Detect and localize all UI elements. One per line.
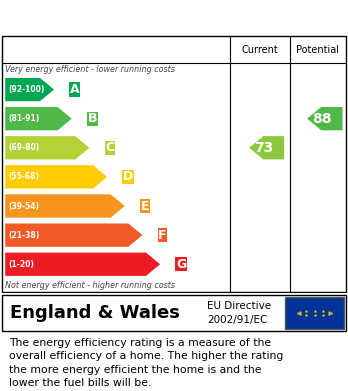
Text: England & Wales: England & Wales: [10, 304, 180, 322]
Text: Not energy efficient - higher running costs: Not energy efficient - higher running co…: [5, 281, 175, 290]
FancyArrow shape: [5, 107, 72, 130]
Text: (55-68): (55-68): [8, 172, 39, 181]
Text: Energy Efficiency Rating: Energy Efficiency Rating: [9, 10, 219, 25]
FancyArrow shape: [5, 78, 54, 101]
Text: Very energy efficient - lower running costs: Very energy efficient - lower running co…: [5, 65, 175, 74]
Text: (21-38): (21-38): [8, 231, 39, 240]
Text: 73: 73: [254, 141, 274, 155]
FancyArrow shape: [5, 224, 142, 247]
Bar: [285, 297, 344, 329]
Text: C: C: [105, 141, 114, 154]
FancyArrow shape: [5, 165, 107, 188]
Text: 88: 88: [312, 112, 332, 126]
FancyArrow shape: [249, 136, 284, 160]
Text: (39-54): (39-54): [8, 201, 39, 210]
Text: (92-100): (92-100): [8, 85, 45, 94]
FancyArrow shape: [5, 194, 125, 218]
FancyArrow shape: [5, 253, 160, 276]
Text: F: F: [158, 229, 167, 242]
Text: (1-20): (1-20): [8, 260, 34, 269]
Text: EU Directive
2002/91/EC: EU Directive 2002/91/EC: [207, 301, 271, 325]
FancyArrow shape: [307, 107, 342, 130]
Text: G: G: [176, 258, 186, 271]
Text: D: D: [123, 170, 133, 183]
Text: (69-80): (69-80): [8, 143, 39, 152]
Text: A: A: [70, 83, 80, 96]
Text: The energy efficiency rating is a measure of the
overall efficiency of a home. T: The energy efficiency rating is a measur…: [9, 338, 283, 388]
Text: E: E: [141, 199, 149, 213]
Text: Potential: Potential: [296, 45, 339, 55]
FancyArrow shape: [5, 136, 89, 160]
Text: (81-91): (81-91): [8, 114, 39, 123]
Text: Current: Current: [241, 45, 278, 55]
Text: B: B: [88, 112, 97, 125]
